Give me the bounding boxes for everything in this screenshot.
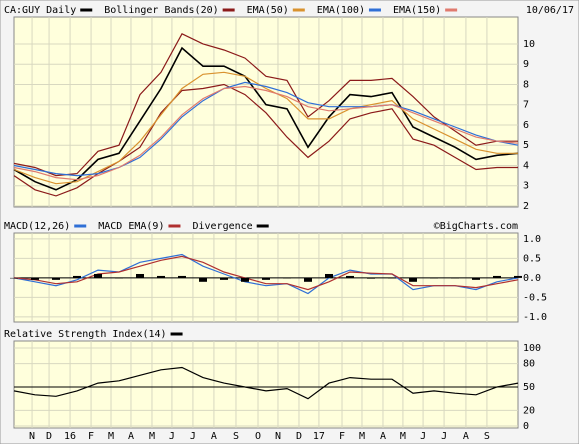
x-tick-label: J bbox=[420, 431, 426, 442]
divergence-bar bbox=[199, 277, 207, 282]
divergence-bar bbox=[73, 275, 81, 278]
divergence-bar bbox=[178, 275, 186, 278]
x-tick-label: N bbox=[29, 431, 35, 442]
x-tick-label: A bbox=[380, 431, 386, 442]
legend-label: EMA(50) bbox=[247, 5, 289, 16]
y-tick-label: 0 bbox=[523, 421, 529, 432]
x-tick-label: J bbox=[169, 431, 175, 442]
x-tick-label: 16 bbox=[64, 431, 76, 442]
divergence-bar bbox=[451, 277, 459, 279]
y-tick-label: 1.0 bbox=[523, 234, 541, 245]
divergence-bar bbox=[241, 277, 249, 282]
series-line bbox=[13, 366, 519, 400]
legend-label: Bollinger Bands(20) bbox=[104, 5, 218, 16]
x-tick-label: O bbox=[255, 431, 261, 442]
series-line bbox=[13, 46, 519, 191]
divergence-bar bbox=[304, 277, 312, 282]
y-tick-label: 100 bbox=[523, 343, 541, 354]
source: ©BigCharts.com bbox=[434, 221, 518, 232]
x-tick-label: M bbox=[400, 431, 406, 442]
x-tick-label: M bbox=[108, 431, 114, 442]
legend-label: CA:GUY Daily bbox=[4, 5, 76, 16]
x-tick-label: M bbox=[359, 431, 365, 442]
plot-area bbox=[13, 340, 519, 429]
x-tick-label: N bbox=[275, 431, 281, 442]
series-line bbox=[13, 85, 519, 181]
x-tick-label: A bbox=[128, 431, 134, 442]
x-tick-label: A bbox=[463, 431, 469, 442]
x-tick-label: 17 bbox=[313, 431, 325, 442]
divergence-bar bbox=[346, 275, 354, 278]
y-tick-label: 2 bbox=[523, 201, 529, 212]
legend-label: MACD(12,26) bbox=[4, 221, 70, 232]
y-tick-label: 5 bbox=[523, 140, 529, 151]
y-tick-label: 50 bbox=[523, 382, 535, 393]
x-tick-label: J bbox=[190, 431, 196, 442]
y-tick-label: 4 bbox=[523, 160, 529, 171]
y-tick-label: 0.5 bbox=[523, 253, 541, 264]
divergence-bar bbox=[262, 277, 270, 280]
x-tick-label: F bbox=[88, 431, 94, 442]
divergence-bar bbox=[52, 277, 60, 280]
divergence-bar bbox=[220, 277, 228, 280]
divergence-bar bbox=[283, 277, 291, 279]
y-tick-label: 6 bbox=[523, 120, 529, 131]
legend-label: Divergence bbox=[192, 221, 252, 232]
divergence-bar bbox=[157, 275, 165, 278]
divergence-bar bbox=[430, 277, 438, 279]
divergence-bar bbox=[10, 277, 18, 279]
date: 10/06/17 bbox=[526, 5, 574, 16]
legend-label: MACD EMA(9) bbox=[98, 221, 164, 232]
divergence-bar bbox=[472, 277, 480, 280]
legend-label: Relative Strength Index(14) bbox=[4, 329, 167, 340]
y-tick-label: -1.0 bbox=[523, 312, 547, 323]
x-tick-label: S bbox=[484, 431, 490, 442]
x-tick-label: M bbox=[149, 431, 155, 442]
divergence-bar bbox=[409, 277, 417, 282]
series-line bbox=[13, 71, 518, 185]
y-tick-label: 10 bbox=[523, 39, 535, 50]
y-tick-label: 20 bbox=[523, 405, 535, 416]
x-tick-label: S bbox=[233, 431, 239, 442]
legend-label: EMA(150) bbox=[393, 5, 441, 16]
y-tick-label: 7 bbox=[523, 100, 529, 111]
legend-label: EMA(100) bbox=[317, 5, 365, 16]
divergence-bar bbox=[514, 275, 522, 278]
y-tick-label: -0.5 bbox=[523, 292, 547, 303]
x-tick-label: F bbox=[339, 431, 345, 442]
divergence-bar bbox=[115, 277, 123, 279]
series-line bbox=[13, 81, 519, 177]
divergence-bar bbox=[136, 273, 144, 278]
divergence-bar bbox=[31, 277, 39, 280]
y-tick-label: 8 bbox=[523, 79, 529, 90]
x-tick-label: A bbox=[211, 431, 217, 442]
y-tick-label: 0.0 bbox=[523, 273, 541, 284]
divergence-bar bbox=[367, 277, 375, 279]
y-tick-label: 80 bbox=[523, 359, 535, 370]
x-tick-label: J bbox=[441, 431, 447, 442]
divergence-bar bbox=[388, 277, 396, 279]
divergence-bar bbox=[493, 275, 501, 278]
bollinger-upper bbox=[13, 33, 518, 177]
x-tick-label: D bbox=[46, 431, 52, 442]
y-tick-label: 3 bbox=[523, 181, 529, 192]
x-tick-label: D bbox=[296, 431, 302, 442]
plot-area bbox=[13, 16, 519, 208]
divergence-bar bbox=[325, 273, 333, 278]
y-tick-label: 9 bbox=[523, 59, 529, 70]
divergence-bar bbox=[94, 273, 102, 278]
